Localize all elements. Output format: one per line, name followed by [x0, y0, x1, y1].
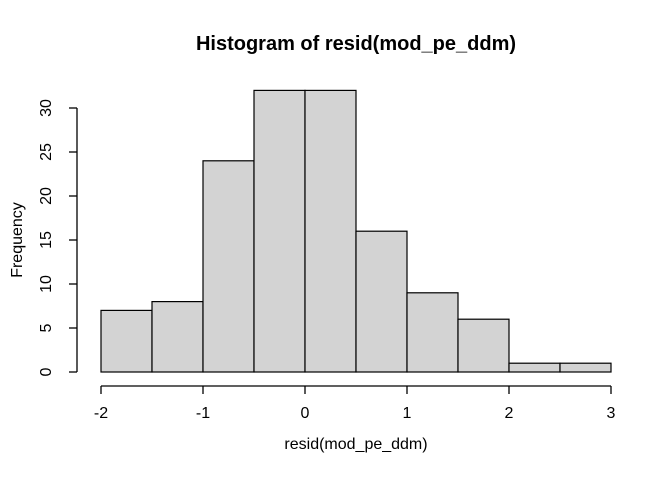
x-tick-label: 3 — [607, 405, 616, 422]
histogram-bar — [406, 292, 459, 373]
x-tick-label: -2 — [94, 405, 108, 422]
x-tick-label: 2 — [505, 405, 514, 422]
chart-title: Histogram of resid(mod_pe_ddm) — [196, 33, 516, 55]
histogram-bar — [151, 301, 204, 373]
x-tick-label: 1 — [403, 405, 412, 422]
y-tick-label: 30 — [38, 99, 55, 117]
histogram-bar — [508, 362, 561, 373]
y-tick-label: 0 — [38, 367, 55, 376]
x-tick-label: -1 — [196, 405, 210, 422]
y-tick-label: 5 — [38, 323, 55, 332]
histogram-bar — [304, 89, 357, 373]
histogram-bar — [202, 160, 255, 373]
histogram-bar — [355, 230, 408, 373]
histogram-bar — [100, 309, 153, 373]
y-tick-label: 10 — [38, 275, 55, 293]
x-tick-label: 0 — [301, 405, 310, 422]
axes — [69, 107, 612, 394]
y-tick-label: 25 — [38, 143, 55, 161]
y-tick-label: 15 — [38, 231, 55, 249]
histogram-bar — [253, 89, 306, 373]
x-axis-label: resid(mod_pe_ddm) — [284, 436, 427, 453]
y-tick-label: 20 — [38, 187, 55, 205]
histogram-bars — [100, 89, 612, 373]
y-axis-label: Frequency — [9, 202, 26, 278]
histogram-bar — [559, 362, 612, 373]
histogram-bar — [457, 318, 510, 373]
